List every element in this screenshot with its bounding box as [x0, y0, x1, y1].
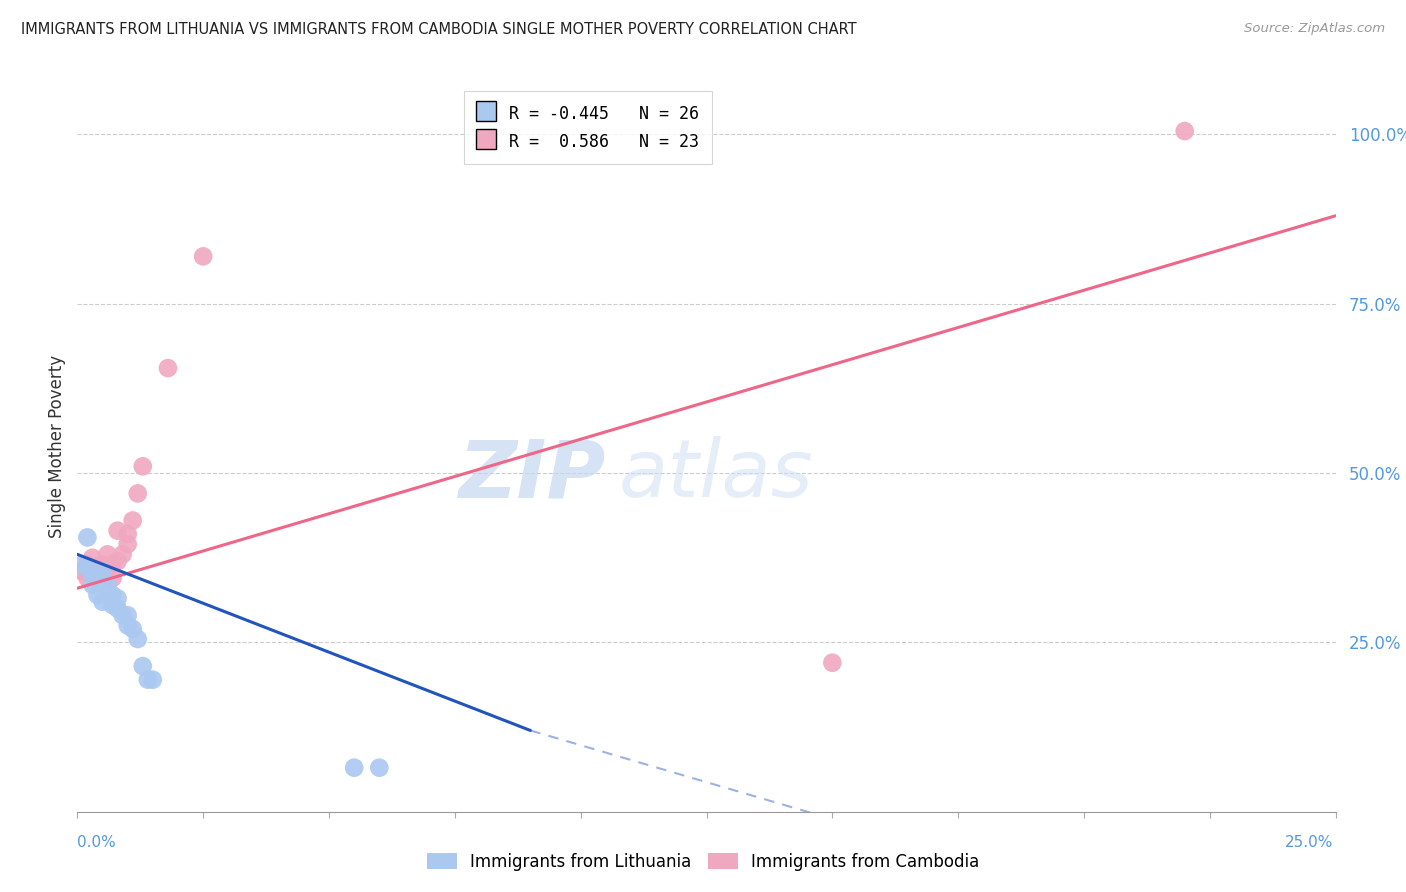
Text: 0.0%: 0.0% [77, 836, 117, 850]
Legend: Immigrants from Lithuania, Immigrants from Cambodia: Immigrants from Lithuania, Immigrants fr… [418, 845, 988, 880]
Point [101, 588, 124, 602]
Point [86, 564, 108, 578]
Text: Source: ZipAtlas.com: Source: ZipAtlas.com [1244, 22, 1385, 36]
Point [127, 632, 149, 646]
Point [121, 514, 143, 528]
Point [191, 249, 215, 263]
Point [101, 598, 124, 612]
Point [86, 588, 108, 602]
Point [136, 673, 159, 687]
Point [76, 561, 98, 575]
Point [96, 547, 118, 561]
Y-axis label: Single Mother Poverty: Single Mother Poverty [48, 354, 66, 538]
Point [96, 578, 118, 592]
Point [117, 608, 139, 623]
Point [96, 588, 118, 602]
Text: atlas: atlas [619, 436, 813, 515]
Point [76, 530, 98, 544]
Point [107, 554, 129, 568]
Point [72, 564, 94, 578]
Point [91, 564, 114, 578]
Point [76, 558, 98, 572]
Point [142, 673, 165, 687]
Point [86, 571, 108, 585]
Point [82, 578, 104, 592]
Point [111, 608, 134, 623]
Point [1174, 124, 1197, 138]
Point [117, 527, 139, 541]
Legend: R = -0.445   N = 26, R =  0.586   N = 23: R = -0.445 N = 26, R = 0.586 N = 23 [464, 91, 711, 164]
Point [368, 761, 391, 775]
Point [343, 761, 366, 775]
Point [101, 558, 124, 572]
Text: ZIP: ZIP [458, 436, 606, 515]
Point [82, 567, 104, 582]
Point [76, 571, 98, 585]
Point [117, 537, 139, 551]
Point [107, 591, 129, 606]
Point [101, 571, 124, 585]
Point [127, 486, 149, 500]
Point [82, 550, 104, 565]
Point [91, 574, 114, 589]
Point [107, 601, 129, 615]
Point [156, 361, 179, 376]
Point [132, 659, 155, 673]
Point [132, 459, 155, 474]
Point [91, 595, 114, 609]
Point [821, 656, 844, 670]
Point [72, 558, 94, 572]
Text: 25.0%: 25.0% [1285, 836, 1333, 850]
Point [121, 622, 143, 636]
Point [91, 567, 114, 582]
Text: IMMIGRANTS FROM LITHUANIA VS IMMIGRANTS FROM CAMBODIA SINGLE MOTHER POVERTY CORR: IMMIGRANTS FROM LITHUANIA VS IMMIGRANTS … [21, 22, 856, 37]
Point [107, 524, 129, 538]
Point [117, 618, 139, 632]
Point [111, 547, 134, 561]
Point [96, 561, 118, 575]
Point [91, 558, 114, 572]
